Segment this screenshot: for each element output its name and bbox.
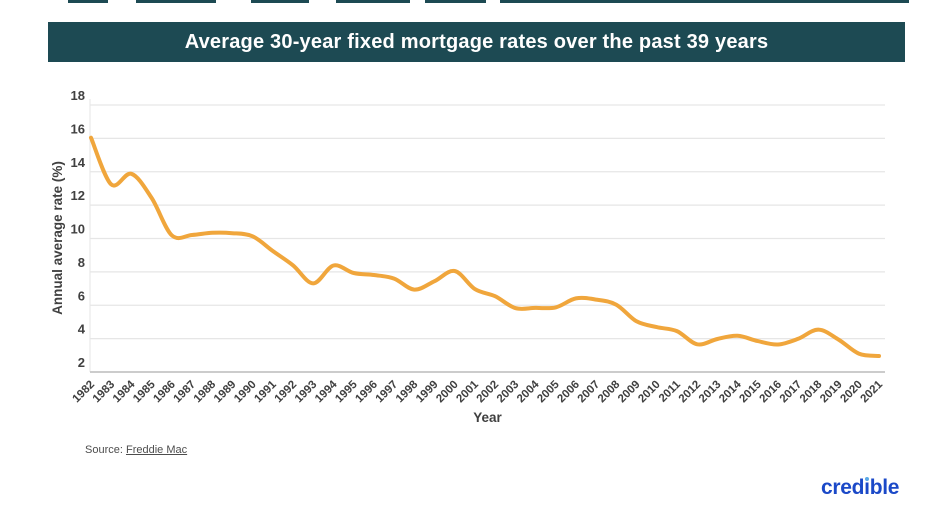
x-tick-label: 2004: [515, 378, 542, 405]
x-tick-label: 1985: [131, 378, 158, 405]
x-tick-label: 2017: [778, 379, 805, 406]
x-tick-label: 1991: [252, 378, 279, 405]
y-tick-label: 6: [78, 288, 85, 303]
x-tick-label: 2014: [717, 378, 744, 405]
y-tick-label: 10: [71, 222, 85, 237]
chart-title: Average 30-year fixed mortgage rates ove…: [184, 30, 769, 53]
y-tick-label: 14: [71, 155, 86, 170]
source-link[interactable]: Freddie Mac: [125, 444, 188, 456]
x-tick-label: 1990: [232, 379, 259, 406]
y-tick-label: 18: [71, 88, 85, 103]
x-tick-label: 2012: [677, 379, 704, 406]
x-tick-label: 1996: [353, 379, 380, 406]
logo-letters: ble: [869, 476, 900, 499]
x-tick-label: 2020: [838, 379, 865, 406]
credible-logo: credı ble: [821, 476, 899, 500]
x-tick-label: 2021: [859, 378, 886, 405]
x-tick-label: 2009: [616, 379, 643, 406]
x-tick-label: 2002: [475, 379, 502, 406]
x-tick-label: 2005: [535, 378, 562, 405]
x-tick-label: 1986: [151, 379, 178, 406]
x-tick-label: 1995: [333, 378, 360, 405]
x-axis-title: Year: [473, 410, 502, 425]
x-tick-label: 1993: [293, 379, 320, 406]
logo-letter-i: ı: [864, 476, 870, 499]
x-tick-label: 2003: [495, 379, 522, 406]
x-tick-label: 2015: [737, 378, 764, 405]
x-tick-label: 2001: [454, 378, 481, 405]
rate-line-series: [89, 135, 881, 358]
logo-i-dot-icon: [864, 477, 869, 481]
y-tick-label: 8: [78, 255, 85, 270]
x-tick-label: 2008: [596, 378, 623, 405]
cropped-top-decoration: [0, 0, 932, 3]
x-tick-label: 1994: [313, 378, 340, 405]
y-tick-label: 4: [78, 322, 86, 337]
x-tick-label: 2000: [434, 379, 461, 406]
x-tick-label: 2007: [576, 379, 603, 406]
x-tick-label: 1997: [374, 379, 401, 406]
x-tick-label: 2019: [818, 379, 845, 406]
source-label: Source:: [85, 444, 123, 456]
x-tick-label: 1988: [192, 378, 219, 405]
x-tick-label: 2018: [798, 378, 825, 405]
x-tick-label: 1984: [111, 378, 138, 405]
chart-title-bar: Average 30-year fixed mortgage rates ove…: [48, 22, 905, 62]
x-tick-label: 1983: [91, 379, 118, 406]
x-tick-label: 1989: [212, 379, 239, 406]
x-tick-label: 1987: [172, 379, 199, 406]
x-tick-label: 1999: [414, 379, 441, 406]
x-tick-label: 2016: [758, 379, 785, 406]
y-tick-label: 2: [78, 355, 85, 370]
x-tick-label: 1998: [394, 378, 421, 405]
x-tick-label: 2010: [636, 379, 663, 406]
x-tick-label: 1992: [273, 379, 300, 406]
y-tick-label: 16: [71, 121, 85, 136]
source-attribution: Source: Freddie Mac: [85, 444, 187, 456]
y-tick-label: 12: [71, 188, 85, 203]
x-tick-label: 2006: [555, 379, 582, 406]
y-axis-title: Annual average rate (%): [50, 161, 65, 315]
logo-letters: cred: [821, 476, 865, 499]
x-tick-label: 1982: [71, 379, 98, 406]
x-tick-label: 2013: [697, 379, 724, 406]
